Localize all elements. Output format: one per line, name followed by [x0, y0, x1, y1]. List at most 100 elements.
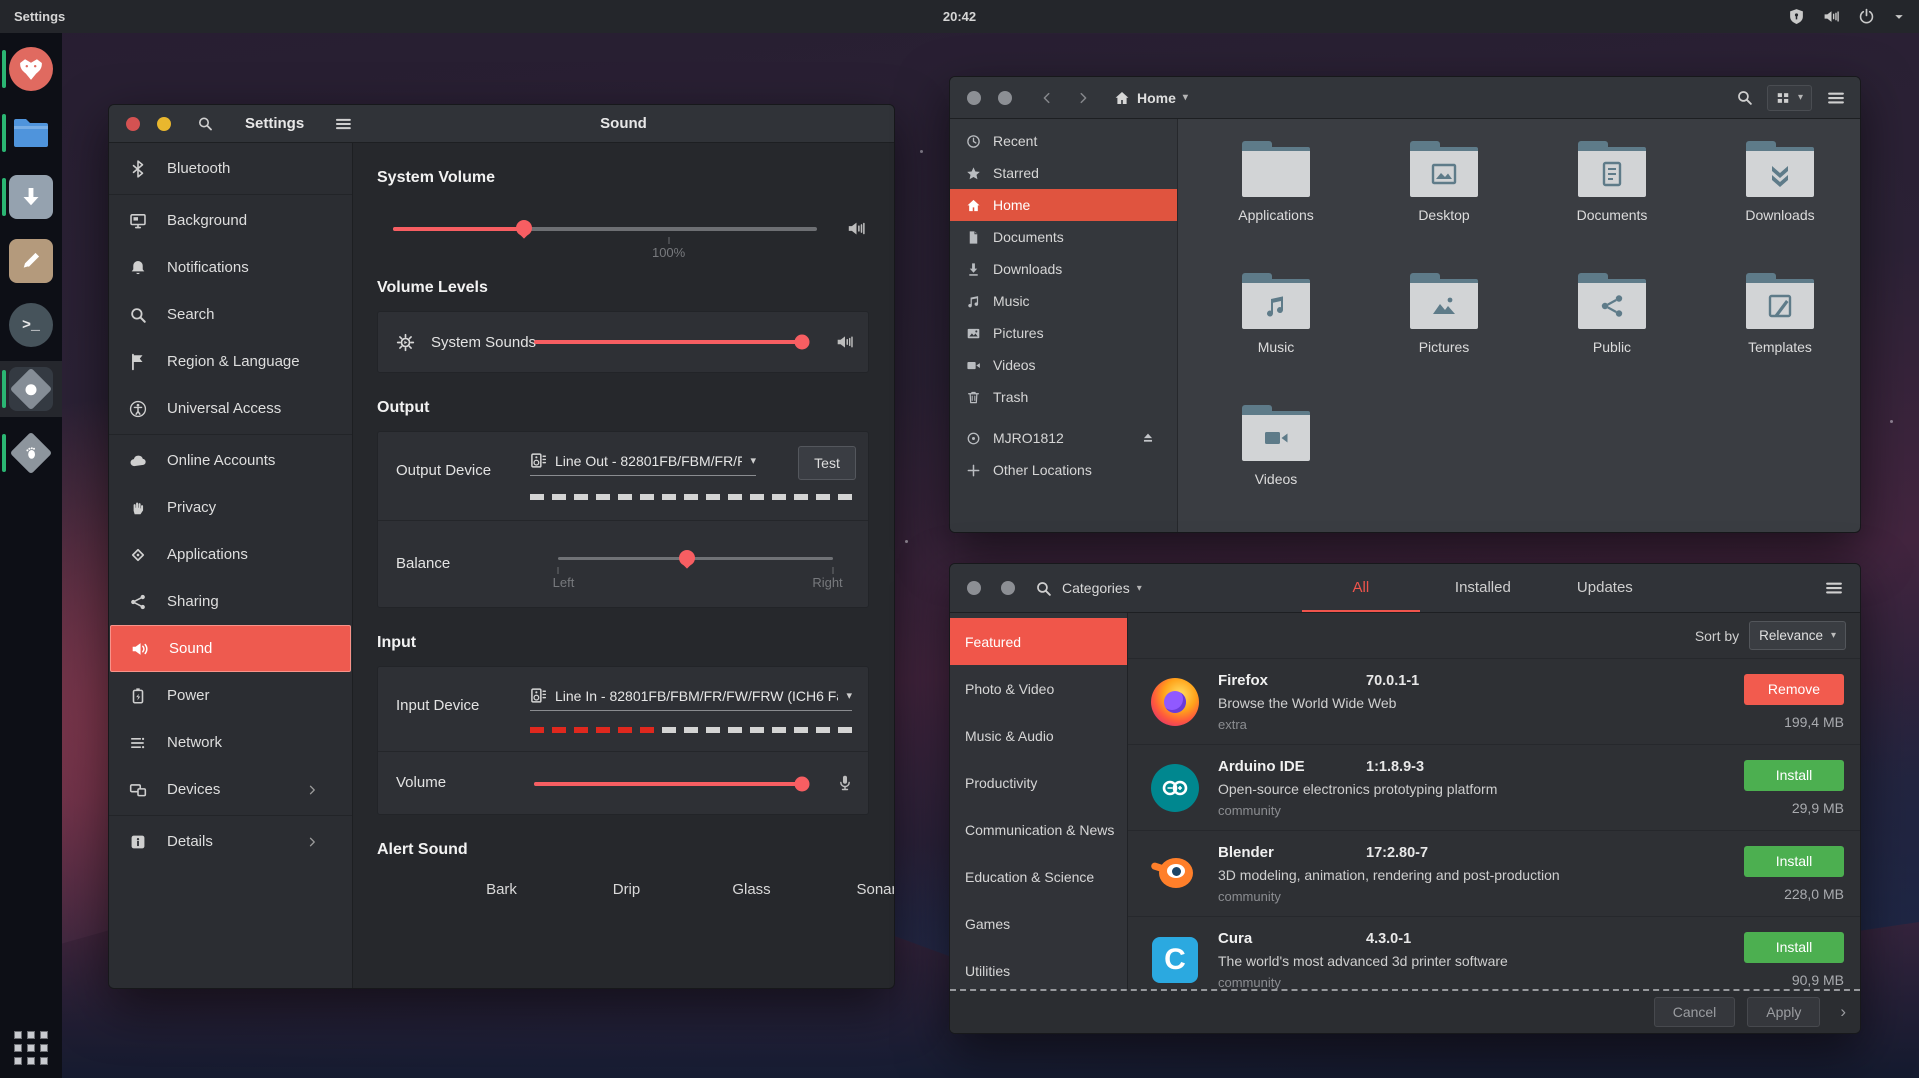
input-device-dropdown[interactable]: Line In - 82801FB/FBM/FR/FW/FRW (ICH6 Fa…: [530, 687, 852, 711]
sidebar-item-pictures[interactable]: Pictures: [950, 317, 1177, 349]
window-dot-yellow[interactable]: [157, 116, 171, 131]
forward-button[interactable]: [1076, 91, 1090, 105]
category-productivity[interactable]: Productivity: [965, 774, 1038, 791]
caret-down-icon[interactable]: [1893, 11, 1905, 23]
system-tray[interactable]: [1788, 8, 1905, 25]
alert-option-drip[interactable]: Drip: [612, 881, 641, 898]
focused-app-name[interactable]: Settings: [14, 9, 66, 24]
sidebar-item-videos[interactable]: Videos: [950, 349, 1177, 381]
sidebar-item-online-accounts[interactable]: Online Accounts: [109, 437, 352, 484]
tab-installed[interactable]: Installed: [1454, 578, 1511, 596]
folder-pictures[interactable]: Pictures: [1360, 265, 1528, 397]
sidebar-item-recent[interactable]: Recent: [950, 125, 1177, 157]
category-utilities[interactable]: Utilities: [965, 962, 1011, 979]
search-icon[interactable]: [197, 115, 213, 132]
folder-music[interactable]: Music: [1192, 265, 1360, 397]
folder-documents[interactable]: Documents: [1528, 133, 1696, 265]
path-button[interactable]: Home ▾: [1114, 90, 1188, 106]
app-row-firefox[interactable]: Firefox 70.0.1-1 Browse the World Wide We…: [1128, 659, 1860, 745]
clock[interactable]: 20:42: [942, 9, 977, 24]
sidebar-item-details[interactable]: Details: [109, 818, 352, 865]
window-dot[interactable]: [998, 90, 1012, 105]
window-dot[interactable]: [967, 90, 981, 105]
dock-item-downloader[interactable]: [0, 169, 62, 225]
sidebar-item-bluetooth[interactable]: Bluetooth: [109, 145, 352, 192]
sidebar-item-search[interactable]: Search: [109, 291, 352, 338]
category-photo-video[interactable]: Photo & Video: [965, 680, 1055, 697]
menu-icon[interactable]: [1824, 578, 1844, 598]
sidebar-item-applications[interactable]: Applications: [109, 531, 352, 578]
volume-icon[interactable]: [1823, 8, 1840, 25]
alert-option-bark[interactable]: Bark: [486, 881, 517, 898]
folder-desktop[interactable]: Desktop: [1360, 133, 1528, 265]
categories-button[interactable]: Categories ▾: [1062, 580, 1142, 596]
category-featured[interactable]: Featured: [950, 618, 1127, 665]
view-toggle-button[interactable]: ▾: [1766, 84, 1812, 111]
sidebar-item-power[interactable]: Power: [109, 672, 352, 719]
folder-downloads[interactable]: Downloads: [1696, 133, 1860, 265]
window-dot[interactable]: [1001, 581, 1015, 595]
input-volume-handle[interactable]: [794, 776, 810, 792]
sidebar-item-music[interactable]: Music: [950, 285, 1177, 317]
category-education-science[interactable]: Education & Science: [965, 868, 1095, 885]
tab-updates[interactable]: Updates: [1576, 578, 1633, 596]
folder-applications[interactable]: Applications: [1192, 133, 1360, 265]
sidebar-item-other-locations[interactable]: Other Locations: [950, 454, 1177, 486]
power-icon[interactable]: [1858, 8, 1875, 25]
sort-dropdown[interactable]: Relevance ▾: [1749, 621, 1846, 650]
sidebar-item-background[interactable]: Background: [109, 197, 352, 244]
system-sounds-handle[interactable]: [794, 334, 810, 350]
show-applications-button[interactable]: [11, 1028, 51, 1068]
sidebar-item-sound[interactable]: Sound: [110, 625, 351, 672]
install-button[interactable]: Install: [1744, 845, 1844, 877]
sidebar-item-home[interactable]: Home: [950, 189, 1177, 221]
back-button[interactable]: [1040, 91, 1054, 105]
balance-slider[interactable]: Left Right: [553, 550, 843, 590]
category-games[interactable]: Games: [965, 915, 1011, 932]
folder-templates[interactable]: Templates: [1696, 265, 1860, 397]
window-dot[interactable]: [967, 581, 981, 595]
cancel-button[interactable]: Cancel: [1653, 997, 1736, 1027]
install-button[interactable]: Install: [1744, 759, 1844, 791]
test-button[interactable]: Test: [798, 446, 856, 480]
app-row-cura[interactable]: C Cura 4.3.0-1 The world's most advanced …: [1128, 917, 1860, 1003]
sidebar-item-privacy[interactable]: Privacy: [109, 484, 352, 531]
dock-item-text-editor[interactable]: [0, 233, 62, 289]
alert-option-glass[interactable]: Glass: [732, 881, 771, 898]
sidebar-item-sharing[interactable]: Sharing: [109, 578, 352, 625]
sidebar-item-region-language[interactable]: Region & Language: [109, 338, 352, 385]
dock-item-files[interactable]: [0, 105, 62, 161]
search-icon[interactable]: [1035, 580, 1052, 597]
dock-item-firefox[interactable]: [0, 41, 62, 97]
app-row-arduino[interactable]: Arduino IDE 1:1.8.9-3 Open-source electro…: [1128, 745, 1860, 831]
system-sounds-slider[interactable]: [534, 334, 810, 350]
tab-all[interactable]: All: [1301, 564, 1420, 612]
shield-keyhole-icon[interactable]: [1788, 8, 1805, 25]
menu-icon[interactable]: [1826, 88, 1846, 108]
dock-item-settings[interactable]: [0, 361, 62, 417]
install-button[interactable]: Install: [1744, 931, 1844, 963]
category-communication-news[interactable]: Communication & News: [965, 821, 1115, 838]
remove-button[interactable]: Remove: [1744, 673, 1844, 705]
balance-handle[interactable]: [679, 550, 696, 566]
sidebar-item-devices[interactable]: Devices: [109, 766, 352, 813]
alert-option-sonar[interactable]: Sonar: [856, 881, 895, 898]
sidebar-item-universal-access[interactable]: Universal Access: [109, 385, 352, 432]
sidebar-item-mjro1812[interactable]: MJRO1812: [950, 422, 1177, 454]
sidebar-item-notifications[interactable]: Notifications: [109, 244, 352, 291]
apply-button[interactable]: Apply: [1747, 997, 1821, 1027]
system-volume-handle[interactable]: [516, 220, 533, 236]
category-music-audio[interactable]: Music & Audio: [965, 727, 1054, 744]
folder-public[interactable]: Public: [1528, 265, 1696, 397]
sidebar-item-documents[interactable]: Documents: [950, 221, 1177, 253]
output-device-dropdown[interactable]: Line Out - 82801FB/FBM/FR/FW/F... ▾: [530, 452, 756, 476]
folder-videos[interactable]: Videos: [1192, 397, 1360, 529]
system-volume-slider[interactable]: 100%: [393, 220, 817, 260]
eject-icon[interactable]: [1141, 431, 1155, 445]
sidebar-item-trash[interactable]: Trash: [950, 381, 1177, 413]
dock-item-software[interactable]: [0, 425, 62, 481]
window-dot-red[interactable]: [126, 116, 140, 131]
search-icon[interactable]: [1736, 89, 1753, 106]
sidebar-item-network[interactable]: Network: [109, 719, 352, 766]
dock-item-terminal[interactable]: >_: [0, 297, 62, 353]
